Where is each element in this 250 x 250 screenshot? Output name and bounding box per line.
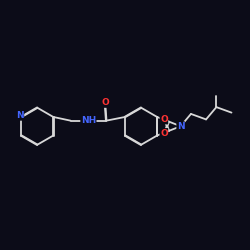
Text: N: N [177, 122, 184, 131]
Text: N: N [16, 111, 24, 120]
Text: NH: NH [81, 116, 96, 125]
Text: O: O [160, 128, 168, 138]
Text: O: O [101, 98, 109, 107]
Text: O: O [160, 115, 168, 124]
